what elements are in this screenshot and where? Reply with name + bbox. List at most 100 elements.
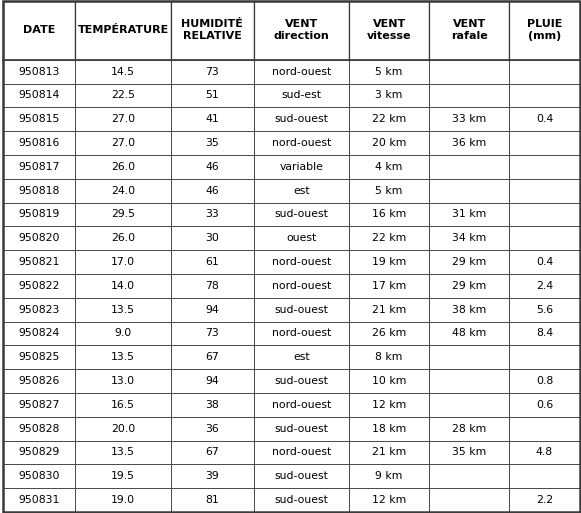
- Text: 36 km: 36 km: [452, 138, 486, 148]
- Bar: [76, 155, 171, 179]
- Text: est: est: [293, 352, 310, 362]
- Text: 950820: 950820: [19, 233, 60, 243]
- Text: nord-ouest: nord-ouest: [272, 281, 331, 291]
- Bar: [171, 179, 254, 203]
- Bar: [509, 1, 580, 60]
- Text: 16 km: 16 km: [372, 209, 406, 220]
- Bar: [76, 488, 171, 512]
- Text: 19.0: 19.0: [111, 495, 135, 505]
- Text: 950819: 950819: [19, 209, 60, 220]
- Text: sud-ouest: sud-ouest: [275, 209, 328, 220]
- Bar: [349, 441, 429, 464]
- Text: sud-ouest: sud-ouest: [275, 471, 328, 481]
- Bar: [171, 84, 254, 107]
- Bar: [76, 369, 171, 393]
- Text: 13.0: 13.0: [111, 376, 135, 386]
- Bar: [254, 464, 349, 488]
- Text: 950821: 950821: [19, 257, 60, 267]
- Bar: [429, 155, 509, 179]
- Bar: [76, 464, 171, 488]
- Bar: [76, 322, 171, 345]
- Bar: [3, 226, 76, 250]
- Bar: [171, 1, 254, 60]
- Bar: [171, 250, 254, 274]
- Text: 950830: 950830: [19, 471, 60, 481]
- Bar: [349, 131, 429, 155]
- Text: 22.5: 22.5: [111, 90, 135, 101]
- Text: 30: 30: [206, 233, 219, 243]
- Text: nord-ouest: nord-ouest: [272, 328, 331, 339]
- Bar: [349, 345, 429, 369]
- Bar: [76, 345, 171, 369]
- Text: 38: 38: [206, 400, 219, 410]
- Text: 2.4: 2.4: [536, 281, 553, 291]
- Bar: [429, 369, 509, 393]
- Bar: [171, 393, 254, 417]
- Bar: [509, 417, 580, 441]
- Text: 26 km: 26 km: [372, 328, 406, 339]
- Bar: [429, 417, 509, 441]
- Text: 94: 94: [206, 376, 219, 386]
- Bar: [76, 60, 171, 84]
- Bar: [171, 155, 254, 179]
- Text: 26.0: 26.0: [111, 162, 135, 172]
- Text: est: est: [293, 186, 310, 195]
- Bar: [171, 369, 254, 393]
- Text: variable: variable: [279, 162, 324, 172]
- Text: 950826: 950826: [19, 376, 60, 386]
- Bar: [171, 322, 254, 345]
- Bar: [509, 179, 580, 203]
- Text: 20 km: 20 km: [372, 138, 406, 148]
- Bar: [349, 226, 429, 250]
- Bar: [3, 417, 76, 441]
- Bar: [349, 107, 429, 131]
- Text: nord-ouest: nord-ouest: [272, 138, 331, 148]
- Bar: [349, 274, 429, 298]
- Bar: [429, 322, 509, 345]
- Text: sud-ouest: sud-ouest: [275, 305, 328, 314]
- Bar: [254, 298, 349, 322]
- Bar: [509, 226, 580, 250]
- Text: 67: 67: [206, 352, 219, 362]
- Bar: [429, 345, 509, 369]
- Bar: [509, 203, 580, 226]
- Text: 16.5: 16.5: [111, 400, 135, 410]
- Bar: [76, 226, 171, 250]
- Bar: [254, 155, 349, 179]
- Bar: [3, 488, 76, 512]
- Text: 950825: 950825: [19, 352, 60, 362]
- Text: 4 km: 4 km: [375, 162, 403, 172]
- Text: 48 km: 48 km: [452, 328, 486, 339]
- Bar: [3, 441, 76, 464]
- Text: 46: 46: [206, 186, 219, 195]
- Bar: [429, 250, 509, 274]
- Text: 950813: 950813: [19, 67, 60, 76]
- Text: 3 km: 3 km: [375, 90, 403, 101]
- Bar: [3, 107, 76, 131]
- Text: 13.5: 13.5: [111, 305, 135, 314]
- Bar: [509, 441, 580, 464]
- Text: 8 km: 8 km: [375, 352, 403, 362]
- Text: 0.8: 0.8: [536, 376, 553, 386]
- Text: 35: 35: [206, 138, 219, 148]
- Text: ouest: ouest: [286, 233, 317, 243]
- Bar: [3, 322, 76, 345]
- Bar: [76, 298, 171, 322]
- Bar: [254, 203, 349, 226]
- Bar: [349, 488, 429, 512]
- Text: VENT
rafale: VENT rafale: [451, 19, 487, 42]
- Text: 950815: 950815: [19, 114, 60, 124]
- Bar: [429, 226, 509, 250]
- Bar: [254, 131, 349, 155]
- Text: 73: 73: [206, 67, 219, 76]
- Text: 5 km: 5 km: [375, 186, 403, 195]
- Bar: [429, 298, 509, 322]
- Text: 38 km: 38 km: [452, 305, 486, 314]
- Bar: [171, 274, 254, 298]
- Bar: [349, 179, 429, 203]
- Text: 33 km: 33 km: [452, 114, 486, 124]
- Text: 8.4: 8.4: [536, 328, 553, 339]
- Bar: [349, 1, 429, 60]
- Text: 34 km: 34 km: [452, 233, 486, 243]
- Bar: [254, 226, 349, 250]
